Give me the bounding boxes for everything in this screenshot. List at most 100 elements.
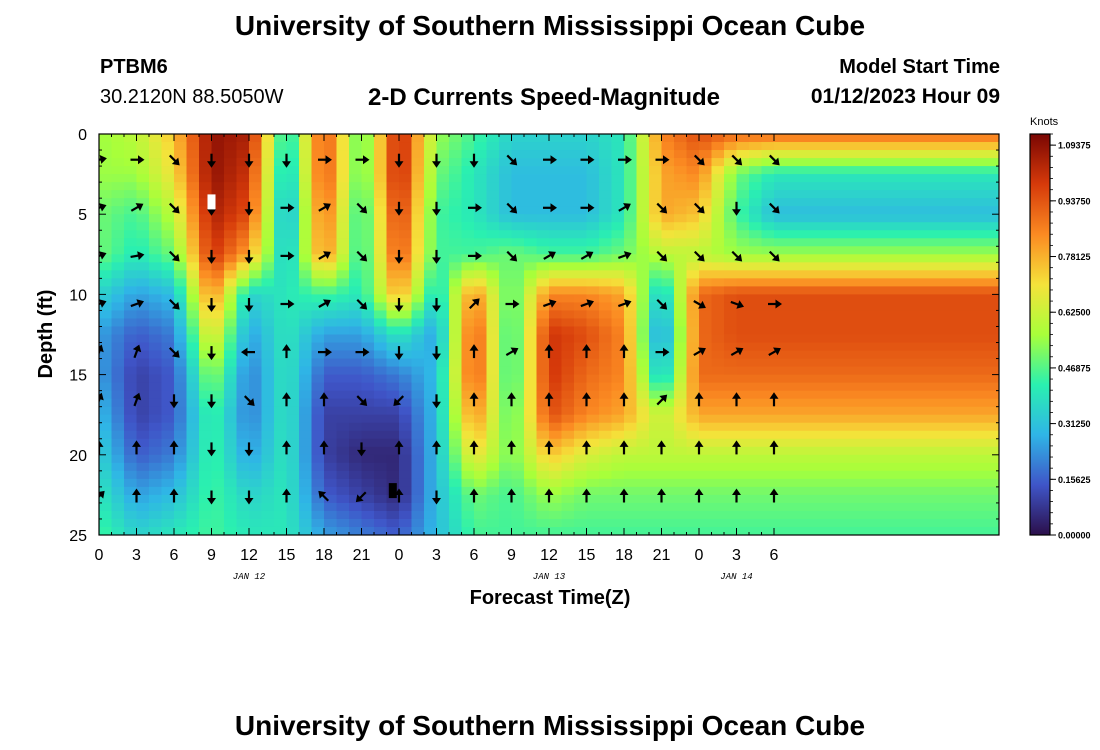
heatmap-cell [236, 310, 250, 320]
heatmap-cell [436, 270, 450, 279]
heatmap-cell [386, 294, 400, 304]
current-arrow [768, 347, 781, 357]
heatmap-cell [161, 366, 175, 376]
heatmap-cell [674, 302, 688, 312]
heatmap-cell [211, 238, 225, 247]
heatmap-cell [799, 342, 813, 352]
heatmap-cell [786, 470, 800, 480]
heatmap-cell [149, 198, 163, 207]
current-arrow [656, 298, 668, 310]
heatmap-cell [211, 150, 225, 159]
heatmap-cell [211, 318, 225, 328]
heatmap-cell [424, 158, 438, 167]
heatmap-cell [549, 286, 563, 295]
heatmap-cell [349, 438, 363, 448]
heatmap-cell [186, 478, 200, 488]
heatmap-cell [511, 318, 525, 328]
heatmap-cell [311, 382, 325, 392]
current-arrow [207, 346, 216, 361]
heatmap-cell [511, 158, 525, 167]
heatmap-cell [661, 166, 675, 175]
heatmap-cell [699, 214, 713, 223]
heatmap-cell [124, 310, 138, 320]
heatmap-cell [886, 430, 900, 440]
heatmap-cell [611, 294, 625, 304]
heatmap-cell [299, 246, 313, 255]
current-arrow [244, 442, 254, 457]
heatmap-cell [786, 214, 800, 223]
heatmap-cell [711, 526, 725, 535]
heatmap-cell [211, 350, 225, 360]
heatmap-cell [224, 254, 238, 263]
heatmap-cell [386, 174, 400, 183]
heatmap-cell [874, 302, 888, 312]
heatmap-cell [599, 462, 613, 472]
heatmap-cell [774, 270, 788, 279]
heatmap-cell [249, 446, 263, 456]
heatmap-cell [249, 294, 263, 304]
current-arrow [655, 347, 670, 357]
heatmap-cell [311, 222, 325, 231]
heatmap-cell [499, 334, 513, 344]
heatmap-cell [249, 358, 263, 368]
heatmap-cell [436, 526, 450, 535]
heatmap-cell [986, 406, 999, 416]
heatmap-cell [311, 214, 325, 223]
heatmap-cell [274, 166, 288, 175]
heatmap-cell [161, 382, 175, 392]
heatmap-cell [249, 406, 263, 416]
heatmap-cell [511, 206, 525, 215]
heatmap-cell [249, 390, 263, 400]
heatmap-cell [574, 334, 588, 344]
current-arrow [132, 344, 142, 359]
heatmap-cell [649, 382, 663, 392]
heatmap-cell [636, 342, 650, 352]
heatmap-cell [886, 414, 900, 424]
heatmap-cell [361, 342, 375, 352]
heatmap-cell [774, 222, 788, 231]
heatmap-cell [836, 446, 850, 456]
heatmap-cell [574, 190, 588, 199]
heatmap-cell [861, 374, 875, 384]
heatmap-cell [624, 318, 638, 328]
heatmap-cell [174, 342, 188, 352]
heatmap-cell [486, 222, 500, 231]
heatmap-cell [624, 526, 638, 535]
heatmap-cell [224, 238, 238, 247]
heatmap-cell [636, 286, 650, 295]
heatmap-cell [511, 174, 525, 183]
heatmap-cell [399, 214, 413, 223]
heatmap-cell [911, 158, 925, 167]
heatmap-cell [736, 494, 750, 504]
heatmap-cell [524, 246, 538, 255]
heatmap-cell [749, 214, 763, 223]
heatmap-cell [361, 358, 375, 368]
heatmap-cell [799, 158, 813, 167]
heatmap-cell [386, 502, 400, 512]
heatmap-cell [661, 326, 675, 336]
heatmap-cell [324, 526, 338, 535]
current-arrow [130, 203, 144, 212]
heatmap-cell [736, 342, 750, 352]
heatmap-cell [111, 222, 125, 231]
current-arrow [356, 202, 368, 214]
heatmap-cell [211, 526, 225, 535]
heatmap-cell [949, 246, 963, 255]
heatmap-cell [324, 382, 338, 392]
heatmap-cell [449, 438, 463, 448]
heatmap-cell [924, 294, 938, 304]
heatmap-cell [674, 206, 688, 215]
heatmap-cell [611, 510, 625, 520]
heatmap-cell [749, 342, 763, 352]
heatmap-cell [111, 230, 125, 239]
heatmap-cell [361, 294, 375, 304]
heatmap-cell [661, 230, 675, 239]
current-arrow [282, 392, 291, 407]
heatmap-cell [486, 422, 500, 432]
heatmap-cell [286, 246, 300, 255]
heatmap-cell [436, 478, 450, 488]
current-arrow [505, 299, 520, 309]
heatmap-cell [824, 158, 838, 167]
heatmap-cell [986, 286, 999, 295]
heatmap-cell [211, 302, 225, 312]
